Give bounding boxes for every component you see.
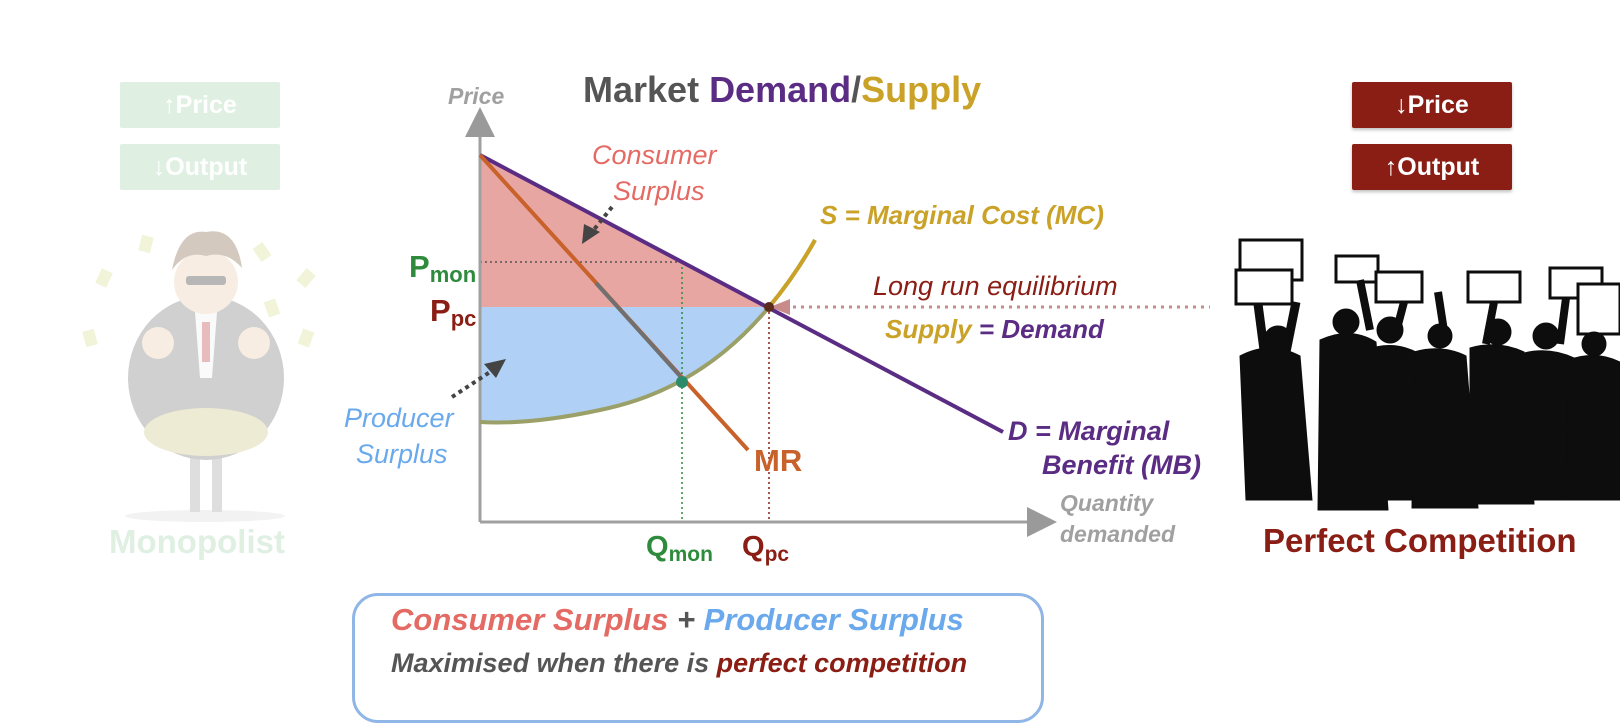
- monopolist-output-badge: ↓Output: [120, 144, 280, 190]
- demand-label-line2: Benefit (MB): [1042, 450, 1201, 480]
- monopolist-illustration: [82, 231, 316, 522]
- title-demand: Demand: [709, 69, 851, 110]
- title-market: Market: [583, 69, 709, 110]
- supply-curve-upper: [767, 239, 817, 309]
- monopolist-caption: Monopolist: [109, 523, 285, 560]
- consumer-surplus-label-line1: Consumer: [592, 140, 718, 170]
- producer-surplus-label-line2: Surplus: [356, 439, 448, 469]
- monopolist-price-badge: ↑Price: [120, 82, 280, 128]
- equilibrium-equals: =: [972, 314, 1002, 344]
- equilibrium-supply-word: Supply: [885, 314, 973, 344]
- producer-surplus-area: [480, 307, 769, 423]
- supply-label: S = Marginal Cost (MC): [820, 200, 1104, 230]
- competition-output-badge: ↑Output: [1352, 144, 1512, 190]
- summary-consumer: Consumer Surplus: [391, 602, 669, 637]
- y-axis-label: Price: [448, 83, 504, 109]
- demand-label-line1: D = Marginal: [1008, 416, 1170, 446]
- summary-line2-prefix: Maximised when there is: [391, 648, 717, 678]
- svg-text:Pmon: Pmon: [409, 249, 476, 287]
- x-axis-label-line1: Quantity: [1060, 490, 1154, 516]
- q-pc-label: Q: [742, 531, 765, 563]
- p-pc-subscript: pc: [451, 306, 477, 331]
- p-mon-subscript: mon: [430, 262, 476, 287]
- summary-line2: Maximised when there is perfect competit…: [391, 648, 967, 679]
- producer-surplus-label-line1: Producer: [344, 403, 455, 433]
- mr-curve-overlay: [594, 281, 682, 378]
- title-slash: /: [851, 69, 861, 110]
- svg-text:Ppc: Ppc: [430, 293, 476, 331]
- consumer-surplus-pointer-head: [582, 224, 600, 244]
- economics-diagram: Market Demand/Supply Price Quantity dema…: [82, 69, 1620, 566]
- producer-surplus-pointer-head: [484, 359, 506, 378]
- title-supply: Supply: [861, 69, 981, 110]
- svg-text:Market Demand/Supply: Market Demand/Supply: [583, 69, 981, 110]
- crowd-silhouette: [1234, 238, 1620, 511]
- equilibrium-pointer-arrowhead: [770, 299, 790, 315]
- p-pc-label: P: [430, 293, 451, 328]
- demand-curve: [479, 153, 1004, 434]
- equilibrium-demand-word: Demand: [1001, 314, 1105, 344]
- q-pc-subscript: pc: [765, 543, 790, 566]
- equilibrium-label: Long run equilibrium: [873, 271, 1118, 301]
- consumer-surplus-pointer: [590, 205, 614, 234]
- mr-label: MR: [754, 443, 802, 478]
- summary-producer: Producer Surplus: [703, 602, 964, 637]
- svg-text:Supply = Demand: Supply = Demand: [885, 314, 1105, 344]
- x-axis-label-line2: demanded: [1060, 521, 1176, 547]
- monopoly-point: [676, 376, 688, 388]
- q-mon-subscript: mon: [669, 543, 713, 566]
- summary-plus: +: [668, 602, 704, 637]
- competition-price-badge: ↓Price: [1352, 82, 1512, 128]
- summary-line2-emphasis: perfect competition: [716, 648, 968, 678]
- svg-text:Qpc: Qpc: [742, 531, 789, 566]
- p-mon-label: P: [409, 249, 430, 284]
- competition-caption: Perfect Competition: [1263, 522, 1577, 559]
- q-mon-label: Q: [646, 531, 669, 563]
- svg-text:Qmon: Qmon: [646, 531, 713, 566]
- equilibrium-point: [764, 302, 774, 312]
- summary-line1: Consumer Surplus + Producer Surplus: [391, 602, 964, 638]
- consumer-surplus-label-line2: Surplus: [613, 176, 705, 206]
